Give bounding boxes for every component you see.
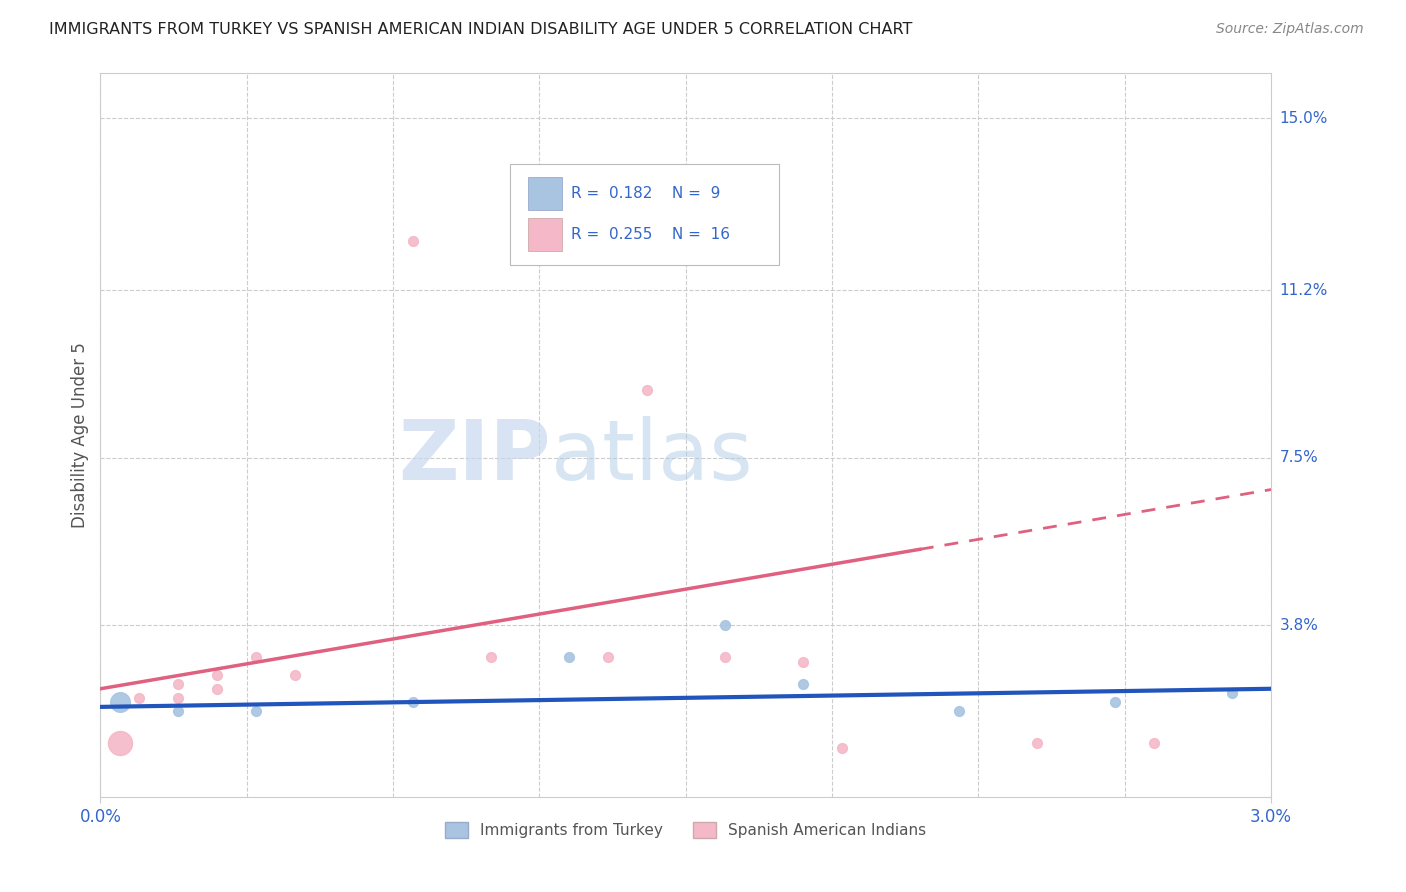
Point [128,690,150,705]
FancyBboxPatch shape [527,218,561,252]
Point [1143,736,1166,750]
Point [1220,686,1243,700]
FancyBboxPatch shape [510,163,779,265]
Point [792,677,814,691]
Point [1025,736,1047,750]
Point [245,705,267,719]
Point [167,690,190,705]
Point [284,668,307,682]
Point [401,695,423,709]
Text: ZIP: ZIP [398,417,551,498]
Text: 15.0%: 15.0% [1279,111,1327,126]
Text: 11.2%: 11.2% [1279,283,1327,298]
Text: Source: ZipAtlas.com: Source: ZipAtlas.com [1216,22,1364,37]
Text: R =  0.255    N =  16: R = 0.255 N = 16 [571,227,730,242]
Text: R =  0.182    N =  9: R = 0.182 N = 9 [571,186,720,201]
Text: 7.5%: 7.5% [1279,450,1317,466]
FancyBboxPatch shape [527,177,561,210]
Point [401,234,423,248]
Text: IMMIGRANTS FROM TURKEY VS SPANISH AMERICAN INDIAN DISABILITY AGE UNDER 5 CORRELA: IMMIGRANTS FROM TURKEY VS SPANISH AMERIC… [49,22,912,37]
Point [557,650,579,665]
Legend: Immigrants from Turkey, Spanish American Indians: Immigrants from Turkey, Spanish American… [439,816,932,844]
Point [167,677,190,691]
Point [207,681,229,696]
Point [831,740,853,755]
Point [1104,695,1126,709]
Point [636,383,658,397]
Point [713,650,735,665]
Text: 3.8%: 3.8% [1279,618,1319,633]
Point [207,668,229,682]
Text: atlas: atlas [551,417,752,498]
Point [108,736,131,750]
Point [948,705,970,719]
Point [108,695,131,709]
Point [792,655,814,669]
Point [479,650,502,665]
Point [167,705,190,719]
Point [596,650,619,665]
Point [713,618,735,632]
Y-axis label: Disability Age Under 5: Disability Age Under 5 [72,343,89,528]
Point [245,650,267,665]
